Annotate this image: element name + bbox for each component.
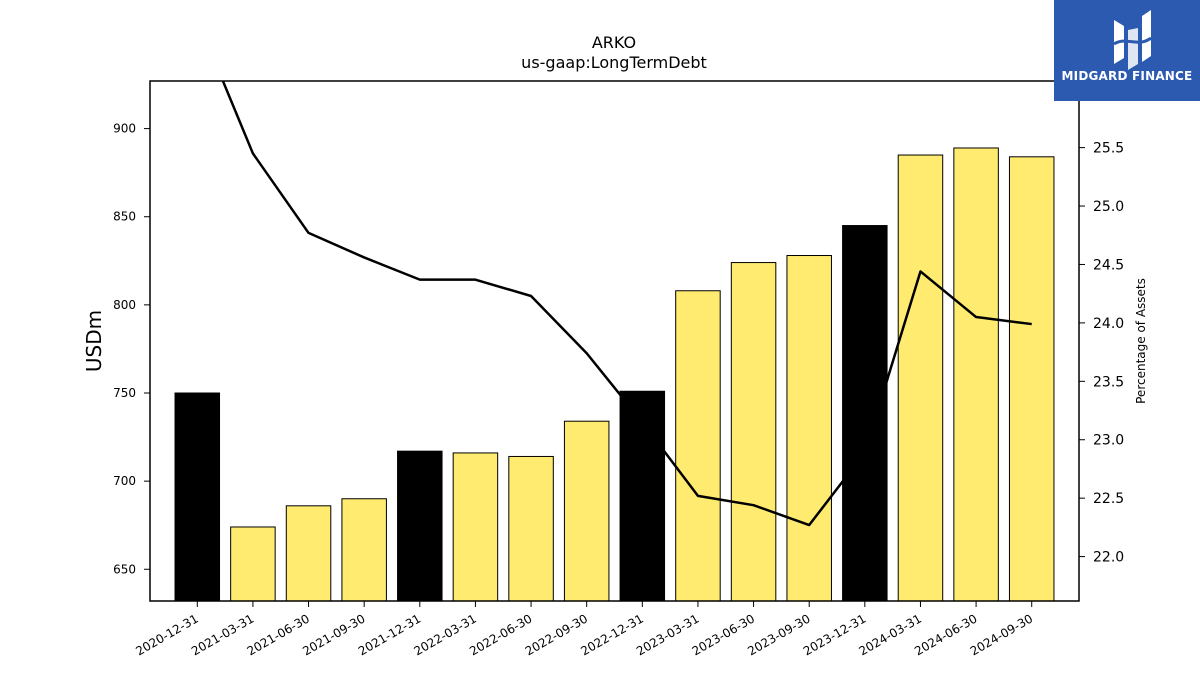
bar-2024-03-31 — [897, 154, 944, 602]
x-tick-label: 2021-12-31 — [356, 611, 423, 658]
x-tick-label: 2020-12-31 — [133, 611, 200, 658]
bar-2023-03-31 — [675, 290, 721, 602]
logo-mark-icon — [1113, 10, 1152, 70]
chart-subtitle: us-gaap:LongTermDebt — [521, 53, 707, 72]
left-tick-label: 800 — [113, 298, 136, 312]
plot-frame — [149, 80, 1080, 602]
x-tick-label: 2022-03-31 — [412, 611, 479, 658]
bar-2022-03-31 — [452, 452, 499, 602]
bar-2021-03-31 — [230, 526, 276, 602]
left-tick-label: 650 — [113, 562, 136, 576]
left-axis-ticks: 650 700 750 800 850 900 — [113, 122, 150, 576]
bar-2022-09-30 — [563, 420, 610, 602]
logo-text: MIDGARD FINANCE — [1061, 69, 1193, 83]
left-tick-label: 850 — [113, 210, 136, 224]
bar-2023-09-30 — [786, 255, 832, 602]
x-tick-label: 2022-12-31 — [578, 611, 645, 658]
bar-2023-06-30 — [730, 262, 777, 602]
right-tick-label: 22.0 — [1093, 550, 1124, 566]
bar-2021-09-30 — [341, 498, 387, 602]
right-tick-label: 24.0 — [1093, 316, 1124, 332]
bar-2022-12-31 — [619, 390, 666, 602]
left-tick-label: 900 — [113, 122, 136, 136]
brand-logo: MIDGARD FINANCE — [1054, 0, 1200, 101]
right-tick-label: 24.5 — [1093, 257, 1124, 273]
left-tick-label: 750 — [113, 386, 136, 400]
x-tick-label: 2023-03-31 — [634, 611, 701, 658]
bar-2022-06-30 — [508, 455, 554, 602]
x-tick-label: 2024-03-31 — [857, 611, 924, 658]
bar-2021-12-31 — [397, 450, 443, 602]
x-tick-label: 2022-06-30 — [467, 611, 534, 658]
x-tick-label: 2021-09-30 — [300, 611, 367, 658]
x-axis-ticks: 2020-12-312021-03-312021-06-302021-09-30… — [133, 601, 1035, 658]
y-axis-label-left: USDm — [82, 310, 106, 372]
x-tick-label: 2023-12-31 — [801, 611, 868, 658]
right-tick-label: 22.5 — [1093, 491, 1124, 507]
x-tick-label: 2023-06-30 — [690, 611, 757, 658]
chart-title: ARKO — [592, 33, 636, 52]
bar-series — [174, 147, 1055, 602]
bar-2020-12-31 — [174, 392, 221, 602]
x-tick-label: 2024-09-30 — [968, 611, 1035, 658]
left-tick-label: 700 — [113, 474, 136, 488]
bar-2024-06-30 — [953, 147, 999, 602]
bar-2021-06-30 — [285, 505, 332, 602]
right-axis-ticks: 22.0 22.5 23.0 23.5 24.0 24.5 25.0 25.5 — [1079, 141, 1124, 566]
bar-2023-12-31 — [842, 225, 888, 602]
x-tick-label: 2021-03-31 — [189, 611, 256, 658]
percentage-line — [221, 81, 1032, 527]
bar-2024-09-30 — [1008, 156, 1055, 602]
right-tick-label: 23.0 — [1093, 433, 1124, 449]
right-tick-label: 23.5 — [1093, 374, 1124, 390]
x-tick-label: 2024-06-30 — [912, 611, 979, 658]
x-tick-label: 2022-09-30 — [523, 611, 590, 658]
x-tick-label: 2021-06-30 — [245, 611, 312, 658]
y-axis-label-right: Percentage of Assets — [1134, 278, 1148, 404]
right-tick-label: 25.5 — [1093, 141, 1124, 157]
x-tick-label: 2023-09-30 — [745, 611, 812, 658]
right-tick-label: 25.0 — [1093, 199, 1124, 215]
